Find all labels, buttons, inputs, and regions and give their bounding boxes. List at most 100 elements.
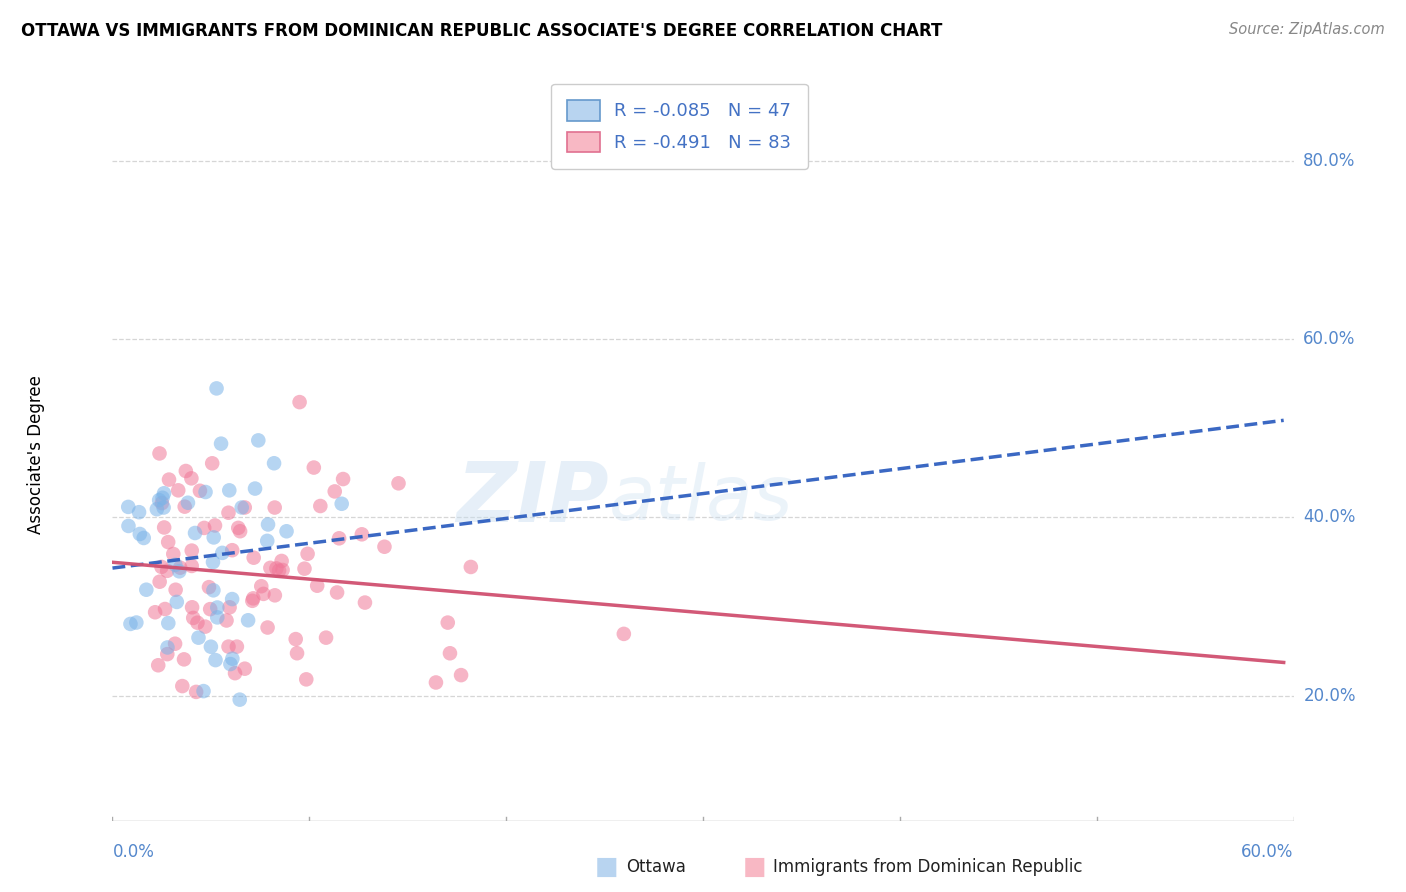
Point	[143, 605, 166, 619]
Point	[188, 483, 211, 498]
Point	[256, 620, 278, 634]
Point	[252, 587, 274, 601]
Point	[297, 547, 319, 561]
Text: Immigrants from Dominican Republic: Immigrants from Dominican Republic	[773, 858, 1083, 876]
Point	[153, 602, 176, 616]
Text: 20.0%: 20.0%	[1303, 687, 1355, 705]
Point	[156, 564, 179, 578]
Point	[173, 652, 195, 666]
Point	[180, 543, 202, 558]
Point	[120, 616, 142, 631]
Point	[128, 505, 150, 519]
Point	[157, 473, 180, 487]
Point	[150, 560, 173, 574]
Point	[436, 615, 458, 630]
Point	[193, 521, 215, 535]
Point	[387, 476, 409, 491]
Point	[307, 579, 329, 593]
Point	[186, 615, 208, 630]
Point	[218, 483, 240, 498]
Point	[201, 456, 224, 470]
Point	[224, 666, 246, 681]
Point	[165, 558, 187, 572]
Point	[193, 684, 215, 698]
Point	[450, 668, 472, 682]
Point	[263, 588, 285, 602]
Point	[354, 596, 377, 610]
Point	[162, 547, 184, 561]
Point	[267, 564, 290, 578]
Point	[156, 647, 179, 661]
Point	[326, 585, 349, 599]
Point	[157, 535, 180, 549]
Point	[613, 627, 636, 641]
Point	[295, 673, 318, 687]
Point	[219, 657, 242, 671]
Point	[204, 653, 226, 667]
Point	[276, 524, 298, 539]
Text: atlas: atlas	[609, 462, 793, 536]
Text: OTTAWA VS IMMIGRANTS FROM DOMINICAN REPUBLIC ASSOCIATE'S DEGREE CORRELATION CHAR: OTTAWA VS IMMIGRANTS FROM DOMINICAN REPU…	[21, 22, 942, 40]
Point	[153, 520, 176, 534]
Text: Ottawa: Ottawa	[626, 858, 686, 876]
Point	[315, 631, 337, 645]
Point	[247, 434, 270, 448]
Legend: R = -0.085   N = 47, R = -0.491   N = 83: R = -0.085 N = 47, R = -0.491 N = 83	[551, 84, 807, 169]
Point	[204, 518, 226, 533]
Point	[150, 496, 173, 510]
Point	[157, 616, 180, 631]
Point	[167, 564, 190, 578]
Point	[229, 692, 252, 706]
Point	[128, 527, 150, 541]
Point	[207, 610, 229, 624]
Point	[250, 579, 273, 593]
Point	[165, 637, 187, 651]
Text: 80.0%: 80.0%	[1303, 152, 1355, 169]
Point	[332, 472, 354, 486]
Point	[194, 485, 217, 500]
Point	[184, 526, 207, 541]
Point	[207, 600, 229, 615]
Point	[263, 500, 285, 515]
Point	[172, 679, 194, 693]
Point	[153, 486, 176, 500]
Point	[177, 496, 200, 510]
Point	[242, 591, 264, 606]
Point	[323, 484, 346, 499]
Point	[218, 506, 240, 520]
Point	[240, 594, 263, 608]
Point	[184, 685, 207, 699]
Point	[152, 500, 174, 515]
Point	[242, 550, 264, 565]
Point	[202, 530, 225, 544]
Point	[211, 546, 233, 560]
Point	[209, 436, 232, 450]
Point	[231, 500, 253, 515]
Point	[229, 524, 252, 539]
Text: ZIP: ZIP	[456, 458, 609, 540]
Text: Associate's Degree: Associate's Degree	[27, 376, 45, 534]
Point	[117, 519, 139, 533]
Point	[180, 558, 202, 573]
Text: 40.0%: 40.0%	[1303, 508, 1355, 526]
Point	[288, 395, 311, 409]
Point	[330, 497, 353, 511]
Point	[256, 533, 278, 548]
Text: 0.0%: 0.0%	[112, 843, 155, 861]
Point	[373, 540, 395, 554]
Point	[152, 491, 174, 505]
Point	[263, 456, 285, 470]
Point	[148, 446, 170, 460]
Point	[425, 675, 447, 690]
Point	[309, 499, 332, 513]
Point	[236, 613, 259, 627]
Text: ■: ■	[595, 855, 619, 879]
Point	[233, 500, 256, 515]
Point	[221, 592, 243, 607]
Point	[226, 521, 249, 535]
Point	[233, 662, 256, 676]
Point	[350, 527, 373, 541]
Point	[284, 632, 307, 646]
Point	[202, 583, 225, 598]
Point	[125, 615, 148, 630]
